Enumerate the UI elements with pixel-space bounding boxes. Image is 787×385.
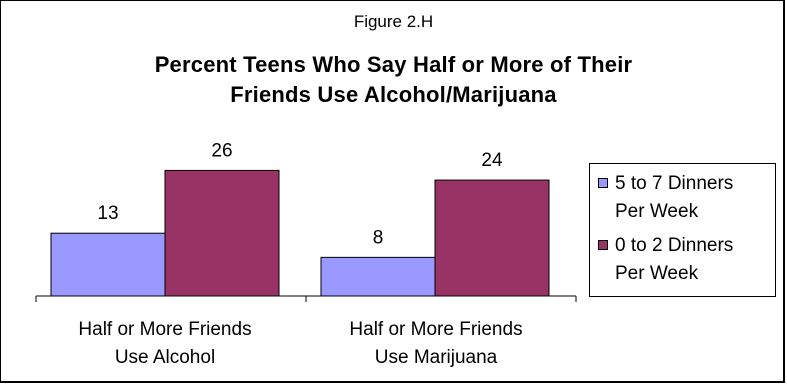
data-label: 26 <box>211 140 232 161</box>
data-label: 24 <box>481 150 503 171</box>
legend-label-line: 5 to 7 Dinners <box>615 173 734 194</box>
legend-swatch <box>598 178 608 188</box>
legend: 5 to 7 Dinners Per Week 0 to 2 Dinners P… <box>589 163 776 297</box>
legend-label-line: Per Week <box>615 263 699 284</box>
figure-label: Figure 2.H <box>353 12 434 31</box>
category-label-line: Half or More Friends <box>78 319 252 340</box>
category-label-line: Use Alcohol <box>114 347 216 368</box>
data-label: 13 <box>97 203 118 224</box>
chart-title-line: Friends Use Alcohol/Marijuana <box>230 82 557 107</box>
bar <box>50 232 166 297</box>
bar <box>434 179 550 297</box>
bar <box>320 256 436 297</box>
legend-label-line: Per Week <box>615 201 699 222</box>
category-label-alcohol: Half or More Friends Use Alcohol <box>40 316 290 372</box>
category-label-marijuana: Half or More Friends Use Marijuana <box>311 316 561 372</box>
chart-title: Percent Teens Who Say Half or More of Th… <box>0 50 787 110</box>
category-label-line: Half or More Friends <box>349 319 523 340</box>
legend-label-line: 0 to 2 Dinners <box>615 235 734 256</box>
legend-label: 0 to 2 Dinners Per Week <box>615 232 733 288</box>
data-label: 8 <box>373 227 384 248</box>
bar <box>164 169 280 297</box>
chart-title-line: Percent Teens Who Say Half or More of Th… <box>154 52 633 77</box>
legend-label: 5 to 7 Dinners Per Week <box>615 170 733 226</box>
legend-swatch <box>598 240 608 250</box>
category-label-line: Use Marijuana <box>374 347 498 368</box>
